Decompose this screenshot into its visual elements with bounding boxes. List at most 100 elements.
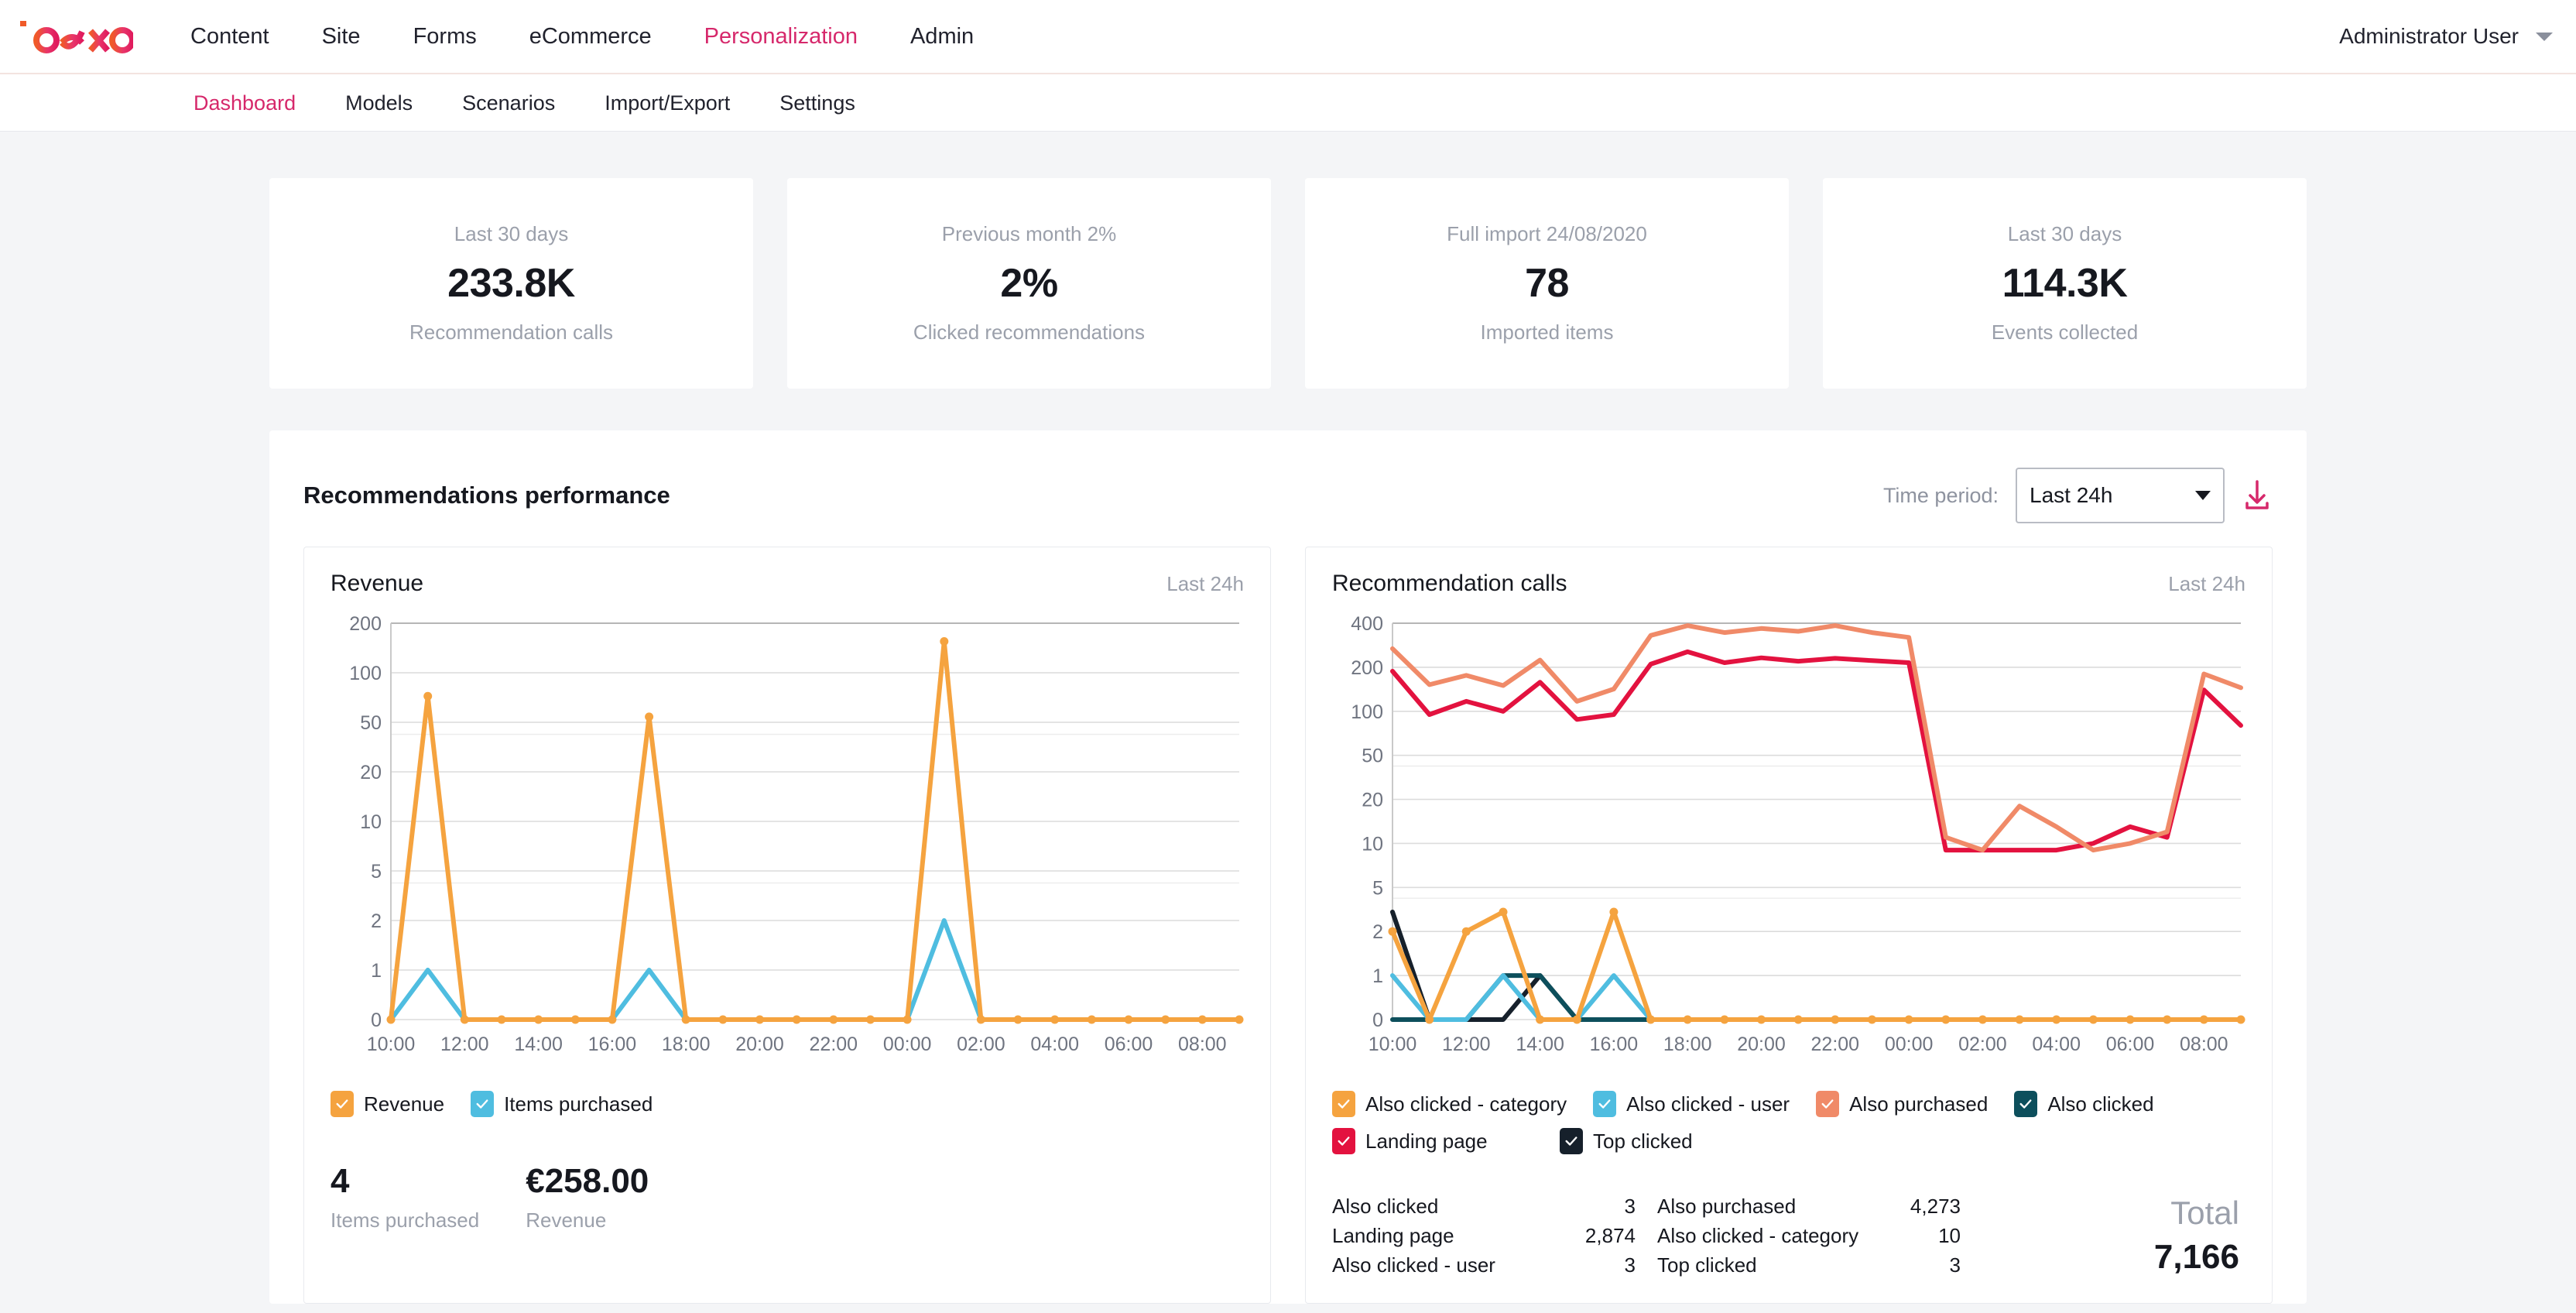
svg-text:2: 2 [1372,921,1383,943]
metric-value: 4,273 [1910,1195,1961,1218]
metric-value: 2,874 [1584,1224,1636,1247]
svg-text:20: 20 [1362,790,1383,811]
svg-text:5: 5 [1372,877,1383,899]
kpi-period: Last 30 days [2007,222,2122,245]
checkbox-top-clicked[interactable] [1560,1128,1583,1154]
svg-text:22:00: 22:00 [1811,1034,1860,1055]
kpi-card-clicked-recommendations: Previous month 2% 2% Clicked recommendat… [787,178,1271,389]
mainnav-item-personalization[interactable]: Personalization [704,24,858,49]
svg-text:04:00: 04:00 [2032,1034,2081,1055]
legend-item-also-clicked-user[interactable]: Also clicked - user [1593,1091,1790,1117]
sub-navigation-bar: Dashboard Models Scenarios Import/Export… [0,73,2576,132]
checkbox-also-clicked-user[interactable] [1593,1091,1617,1117]
kpi-card-imported-items: Full import 24/08/2020 78 Imported items [1305,178,1789,389]
user-name-label: Administrator User [2339,24,2519,48]
legend-label: Top clicked [1593,1129,1693,1153]
subnav-item-settings[interactable]: Settings [779,91,855,115]
subnav-item-scenarios[interactable]: Scenarios [462,91,556,115]
legend-label: Also clicked - category [1365,1092,1567,1116]
calls-summary-table: Also clicked 3 Landing page 2,874 Also c… [1332,1195,2245,1283]
kpi-value: 78 [1525,261,1569,306]
time-period-value: Last 24h [2030,483,2113,507]
calls-chart-period: Last 24h [2168,572,2245,595]
table-row: Also purchased 4,273 [1657,1195,1982,1224]
user-menu[interactable]: Administrator User [2339,24,2553,49]
metric-value: 3 [1949,1253,1961,1277]
svg-text:16:00: 16:00 [588,1034,637,1055]
chevron-down-icon [2195,491,2211,500]
download-icon [2245,480,2269,509]
revenue-chart-card: Revenue Last 24h 0 1 2 5 10 20 50 100 200 10:00 12… [303,547,1271,1304]
stat-label: Items purchased [331,1208,480,1232]
table-row: Also clicked - category 10 [1657,1224,1982,1253]
mainnav-item-ecommerce[interactable]: eCommerce [529,24,652,49]
legend-item-also-clicked-category[interactable]: Also clicked - category [1332,1091,1567,1117]
total-value: 7,166 [2153,1238,2239,1276]
time-period-label: Time period: [1882,483,1999,507]
svg-text:0: 0 [371,1010,382,1031]
subnav-item-models[interactable]: Models [345,91,413,115]
kpi-card-events-collected: Last 30 days 114.3K Events collected [1823,178,2307,389]
download-button[interactable] [2242,478,2273,513]
mainnav-item-site[interactable]: Site [321,24,361,49]
svg-text:10:00: 10:00 [367,1034,416,1055]
svg-text:18:00: 18:00 [662,1034,711,1055]
svg-text:2: 2 [371,910,382,932]
svg-text:1: 1 [371,960,382,982]
svg-text:100: 100 [1351,701,1383,723]
calls-chart-title: Recommendation calls [1332,571,1567,596]
legend-item-items-purchased[interactable]: Items purchased [471,1091,653,1117]
mainnav-item-admin[interactable]: Admin [909,24,975,49]
metric-name: Also clicked [1332,1195,1439,1218]
mainnav-item-forms[interactable]: Forms [413,24,477,49]
checkbox-revenue[interactable] [331,1091,354,1117]
svg-text:00:00: 00:00 [883,1034,932,1055]
checkbox-also-clicked-category[interactable] [1332,1091,1355,1117]
kpi-label: Events collected [1991,321,2139,344]
svg-text:02:00: 02:00 [1958,1034,2007,1055]
ibexa-logo[interactable] [17,15,135,58]
legend-item-also-purchased[interactable]: Also purchased [1816,1091,1988,1117]
svg-text:20:00: 20:00 [735,1034,784,1055]
kpi-period: Full import 24/08/2020 [1447,222,1647,245]
table-row: Also clicked - user 3 [1332,1253,1657,1283]
total-block: Total 7,166 [2154,1195,2245,1277]
metric-name: Also clicked - user [1332,1253,1495,1277]
time-period-select[interactable]: Last 24h [2016,468,2225,523]
legend-item-also-clicked[interactable]: Also clicked [2014,1091,2154,1117]
summary-column-right: Also purchased 4,273 Also clicked - cate… [1657,1195,1982,1283]
svg-text:1: 1 [1372,965,1383,987]
legend-item-revenue[interactable]: Revenue [331,1091,444,1117]
svg-text:200: 200 [349,614,382,635]
metric-value: 3 [1624,1253,1636,1277]
subnav-item-dashboard[interactable]: Dashboard [194,91,296,115]
chevron-down-icon [2536,32,2553,41]
check-icon [476,1099,488,1109]
revenue-chart-period: Last 24h [1166,572,1244,595]
svg-text:12:00: 12:00 [440,1034,489,1055]
panel-header: Recommendations performance Time period:… [269,430,2307,547]
svg-text:14:00: 14:00 [514,1034,563,1055]
checkbox-landing-page[interactable] [1332,1128,1355,1154]
svg-text:22:00: 22:00 [810,1034,858,1055]
subnav-item-import-export[interactable]: Import/Export [605,91,731,115]
kpi-card-row: Last 30 days 233.8K Recommendation calls… [0,132,2576,389]
checkbox-also-purchased[interactable] [1816,1091,1840,1117]
svg-text:08:00: 08:00 [1178,1034,1227,1055]
kpi-label: Clicked recommendations [913,321,1146,344]
checkbox-items-purchased[interactable] [471,1091,495,1117]
svg-text:00:00: 00:00 [1885,1034,1934,1055]
legend-item-top-clicked[interactable]: Top clicked [1560,1128,1693,1154]
checkbox-also-clicked[interactable] [2014,1091,2038,1117]
check-icon [336,1099,348,1109]
legend-label: Also purchased [1849,1092,1989,1116]
charts-row: Revenue Last 24h 0 1 2 5 10 20 50 100 200 10:00 12… [269,547,2307,1304]
mainnav-item-content[interactable]: Content [190,24,269,49]
legend-label: Also clicked - user [1626,1092,1790,1116]
svg-text:14:00: 14:00 [1516,1034,1564,1055]
legend-label: Also clicked [2047,1092,2154,1116]
revenue-stat-revenue: €258.00 Revenue [526,1162,649,1232]
calls-chart-header: Recommendation calls Last 24h [1332,571,2245,597]
check-icon [1565,1136,1577,1146]
legend-item-landing-page[interactable]: Landing page [1332,1128,1533,1154]
